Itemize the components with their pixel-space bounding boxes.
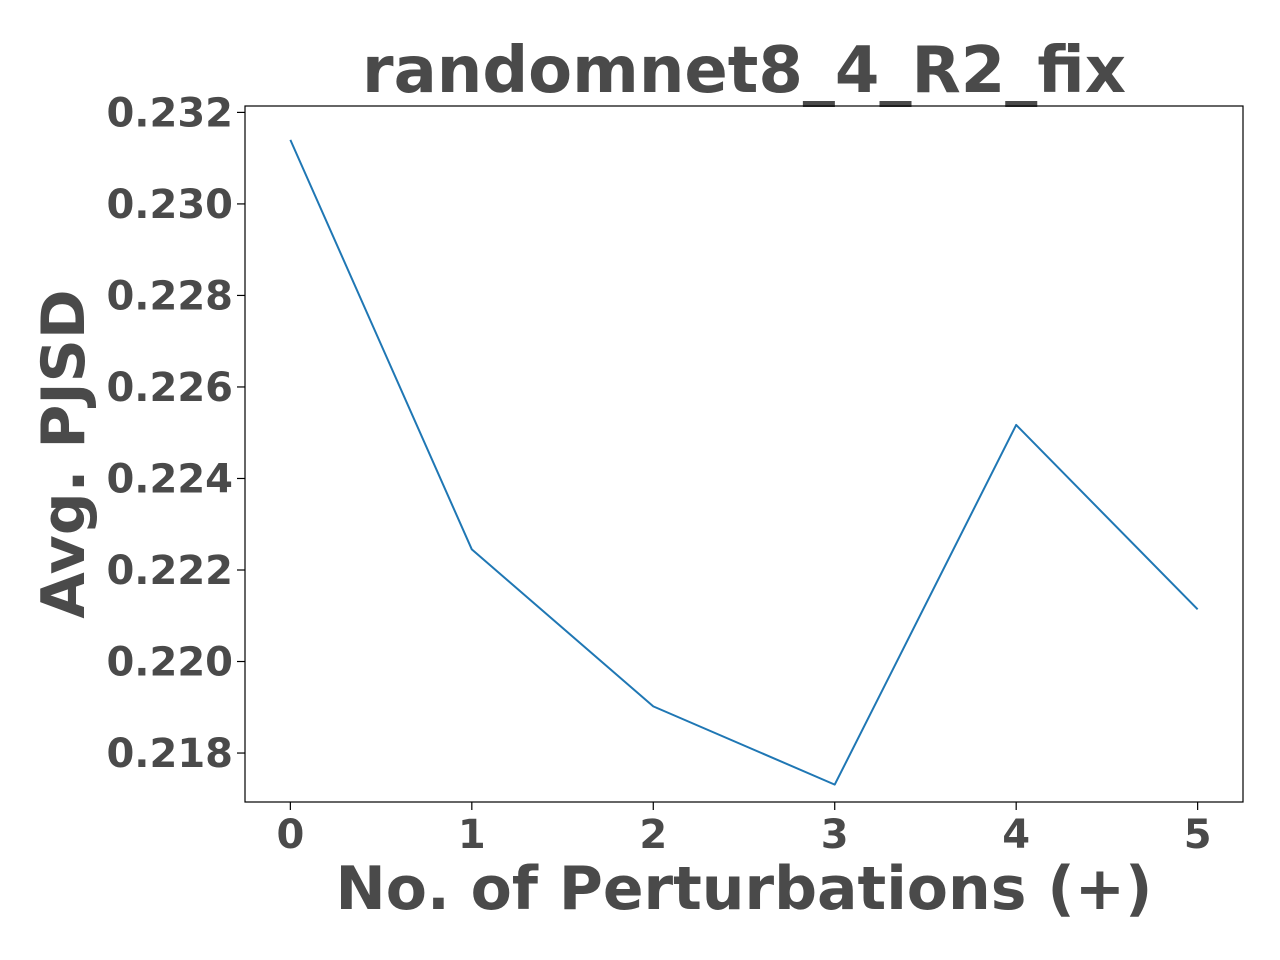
y-axis-ticks: 0.218 0.220 0.222 0.224 0.226 0.228 0.230 0.232 <box>106 90 245 777</box>
y-tick-label: 0.230 <box>106 182 233 228</box>
y-axis-label: Avg. PJSD <box>29 289 99 618</box>
x-tick-label: 0 <box>276 812 304 858</box>
plot-frame <box>244 105 1244 803</box>
series-line <box>289 139 1199 786</box>
y-tick-label: 0.226 <box>106 365 233 411</box>
x-tick-label: 4 <box>1002 812 1030 858</box>
x-tick-label: 1 <box>458 812 486 858</box>
x-tick-label: 5 <box>1184 812 1212 858</box>
y-tick-label: 0.224 <box>106 456 233 502</box>
y-tick-label: 0.228 <box>106 273 233 319</box>
x-tick-label: 3 <box>821 812 849 858</box>
x-axis-ticks: 0 1 2 3 4 5 <box>276 802 1212 858</box>
x-tick-label: 2 <box>639 812 667 858</box>
x-axis-label: No. of Perturbations (+) <box>336 854 1153 924</box>
series-layer <box>289 139 1199 786</box>
chart-title: randomnet8_4_R2_fix <box>362 34 1126 108</box>
y-tick-label: 0.220 <box>106 640 233 686</box>
y-tick-label: 0.218 <box>106 731 233 777</box>
y-tick-label: 0.222 <box>106 548 233 594</box>
y-tick-label: 0.232 <box>106 90 233 136</box>
